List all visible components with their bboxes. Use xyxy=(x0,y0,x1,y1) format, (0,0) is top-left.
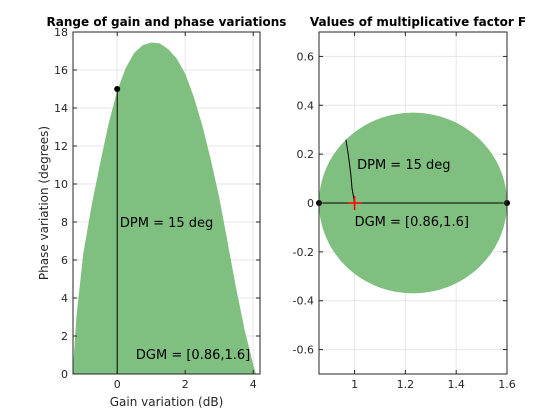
y-tick-label: 18 xyxy=(54,26,68,39)
y-tick-label: 0.6 xyxy=(297,50,315,63)
axes-box xyxy=(72,31,261,375)
y-tick-label: 0.4 xyxy=(297,99,315,112)
phase-arc xyxy=(345,139,356,204)
y-tick-label: 0.2 xyxy=(297,148,315,161)
y-tick-label: 8 xyxy=(61,216,68,229)
y-tick-label: -0.6 xyxy=(293,344,314,357)
y-tick-label: 10 xyxy=(54,178,68,191)
y-axis-label: Phase variation (degrees) xyxy=(37,126,51,280)
x-tick-label: 2 xyxy=(182,378,189,391)
x-tick-label: 1.4 xyxy=(447,378,465,391)
x-tick-label: 4 xyxy=(250,378,257,391)
x-axis-label: Gain variation (dB) xyxy=(110,395,224,409)
y-tick-label: -0.4 xyxy=(293,295,314,308)
annotation-dgm: DGM = [0.86,1.6] xyxy=(355,215,469,230)
annotation-dgm: DGM = [0.86,1.6] xyxy=(136,348,250,363)
tick-marks: 0 2 4 0 2 4 6 8 10 12 14 16 18 xyxy=(54,26,260,391)
y-tick-label: -0.2 xyxy=(293,246,314,259)
y-tick-label: 4 xyxy=(61,292,68,305)
y-tick-label: 2 xyxy=(61,330,68,343)
chart-title: Values of multiplicative factor F xyxy=(310,15,526,29)
annotation-dpm: DPM = 15 deg xyxy=(120,216,213,231)
panel-gain-phase: 0 2 4 0 2 4 6 8 10 12 14 16 18 Range of gain and pha… xyxy=(37,15,286,409)
y-tick-label: 16 xyxy=(54,64,68,77)
panel-factor-f: 1 1.2 1.4 1.6 -0.6 -0.4 -0.2 0 0.2 0.4 0.6 Values … xyxy=(293,15,527,391)
y-tick-label: 6 xyxy=(61,254,68,267)
y-tick-label: 14 xyxy=(54,102,68,115)
x-tick-label: 1.6 xyxy=(498,378,516,391)
tick-marks: 1 1.2 1.4 1.6 -0.6 -0.4 -0.2 0 0.2 0.4 0.6 xyxy=(293,32,516,391)
dpm-point xyxy=(114,86,121,92)
x-tick-label: 1.2 xyxy=(397,378,415,391)
x-tick-label: 0 xyxy=(114,378,121,391)
y-tick-label: 0 xyxy=(61,368,68,381)
gain-phase-region xyxy=(72,42,256,374)
nominal-point-cross xyxy=(347,196,362,210)
y-tick-label: 12 xyxy=(54,140,68,153)
x-tick-label: 1 xyxy=(351,378,358,391)
annotation-dpm: DPM = 15 deg xyxy=(357,158,450,173)
y-tick-label: 0 xyxy=(307,197,314,210)
chart-title: Range of gain and phase variations xyxy=(47,15,287,29)
